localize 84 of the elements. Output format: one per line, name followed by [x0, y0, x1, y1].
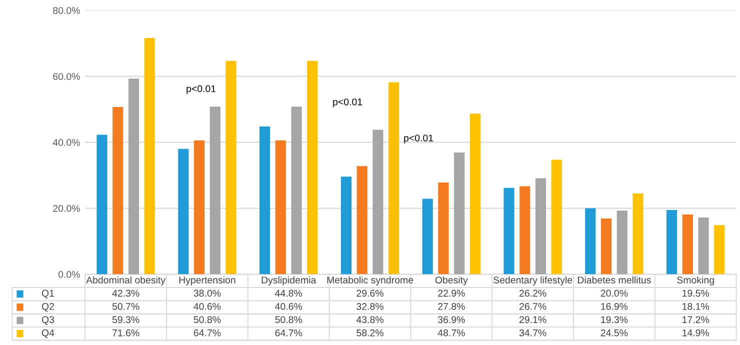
data-label: 27.8%	[438, 303, 465, 310]
bar	[682, 214, 693, 274]
data-label: 22.9%	[438, 290, 465, 297]
data-label: 19.3%	[601, 316, 628, 324]
bar	[698, 218, 709, 274]
data-label: 36.9%	[438, 316, 465, 324]
data-label: 64.7%	[275, 329, 302, 336]
data-label: 29.1%	[520, 316, 546, 324]
x-tick-label: Dyslipidemia	[262, 276, 316, 286]
data-label: 18.1%	[682, 303, 710, 310]
bar	[275, 140, 286, 274]
bar	[454, 152, 465, 274]
data-label: 17.2%	[682, 316, 710, 324]
bar	[666, 210, 678, 274]
data-label: 48.7%	[438, 329, 465, 336]
y-tick-label: 40.0%	[52, 139, 80, 146]
data-label: 26.7%	[520, 303, 546, 310]
data-label: 44.8%	[275, 290, 302, 297]
bar	[178, 148, 189, 274]
data-label: 40.6%	[194, 303, 221, 310]
data-label: 50.8%	[194, 316, 221, 324]
bar	[616, 210, 628, 274]
data-label: 59.3%	[112, 316, 140, 324]
data-label: 71.6%	[112, 329, 140, 336]
data-label: 38.0%	[194, 290, 221, 297]
data-label: 40.6%	[275, 303, 302, 310]
data-label: 58.2%	[356, 329, 384, 336]
bar	[291, 106, 302, 274]
data-label: 16.9%	[601, 303, 628, 310]
data-label: 26.2%	[520, 290, 546, 297]
data-label: 14.9%	[682, 329, 710, 336]
data-label: 64.7%	[194, 329, 221, 336]
legend-label: Q3	[42, 316, 54, 325]
bar	[372, 130, 384, 274]
annotation: p<0.01	[333, 98, 362, 108]
bar	[112, 107, 124, 274]
x-tick-label: Diabetes mellitus	[578, 276, 651, 284]
bar	[144, 38, 155, 274]
annotation: p<0.01	[404, 134, 434, 144]
data-label: 29.6%	[356, 290, 384, 297]
bar	[356, 166, 368, 274]
x-tick-label: Smoking	[677, 276, 714, 286]
bar	[422, 198, 433, 274]
annotation: p<0.01	[186, 85, 216, 94]
legend-label: Q2	[42, 303, 54, 312]
y-tick-label: 0.0%	[58, 271, 80, 278]
data-label: 34.7%	[519, 329, 546, 336]
data-label: 50.7%	[112, 303, 140, 310]
y-tick-label: 60.0%	[53, 73, 80, 80]
bar	[388, 82, 400, 274]
bar	[194, 140, 205, 274]
data-label: 32.8%	[356, 303, 384, 310]
bar	[504, 188, 514, 274]
data-label: 42.3%	[112, 290, 140, 297]
data-label: 43.8%	[356, 316, 384, 324]
x-tick-label: Abdominal obesity	[86, 276, 166, 286]
bar	[600, 218, 612, 274]
x-tick-label: Hypertension	[179, 276, 236, 286]
x-tick-label: Sedentary lifestyle	[494, 276, 572, 286]
bar	[632, 193, 644, 274]
data-label: 24.5%	[600, 329, 628, 336]
bar	[535, 178, 546, 274]
bar	[128, 78, 140, 274]
x-tick-label: Metabolic syndrome	[327, 276, 414, 286]
bar	[226, 60, 236, 274]
legend-label: Q1	[42, 290, 54, 298]
bar	[714, 225, 725, 274]
data-label: 19.5%	[682, 290, 710, 297]
bar	[340, 176, 352, 274]
data-label: 20.0%	[600, 290, 628, 297]
bar	[96, 134, 108, 274]
bar	[551, 160, 562, 274]
x-tick-label: Obesity	[435, 276, 468, 286]
y-tick-label: 20.0%	[53, 205, 80, 212]
y-tick-label: 80.0%	[53, 7, 80, 14]
data-label: 50.8%	[275, 316, 302, 324]
bar	[438, 182, 449, 274]
bar	[260, 126, 270, 274]
bar	[307, 60, 318, 274]
bar	[585, 208, 596, 274]
legend-label: Q4	[42, 329, 54, 338]
bar	[520, 186, 530, 274]
bar	[470, 114, 480, 274]
bar	[210, 106, 220, 274]
